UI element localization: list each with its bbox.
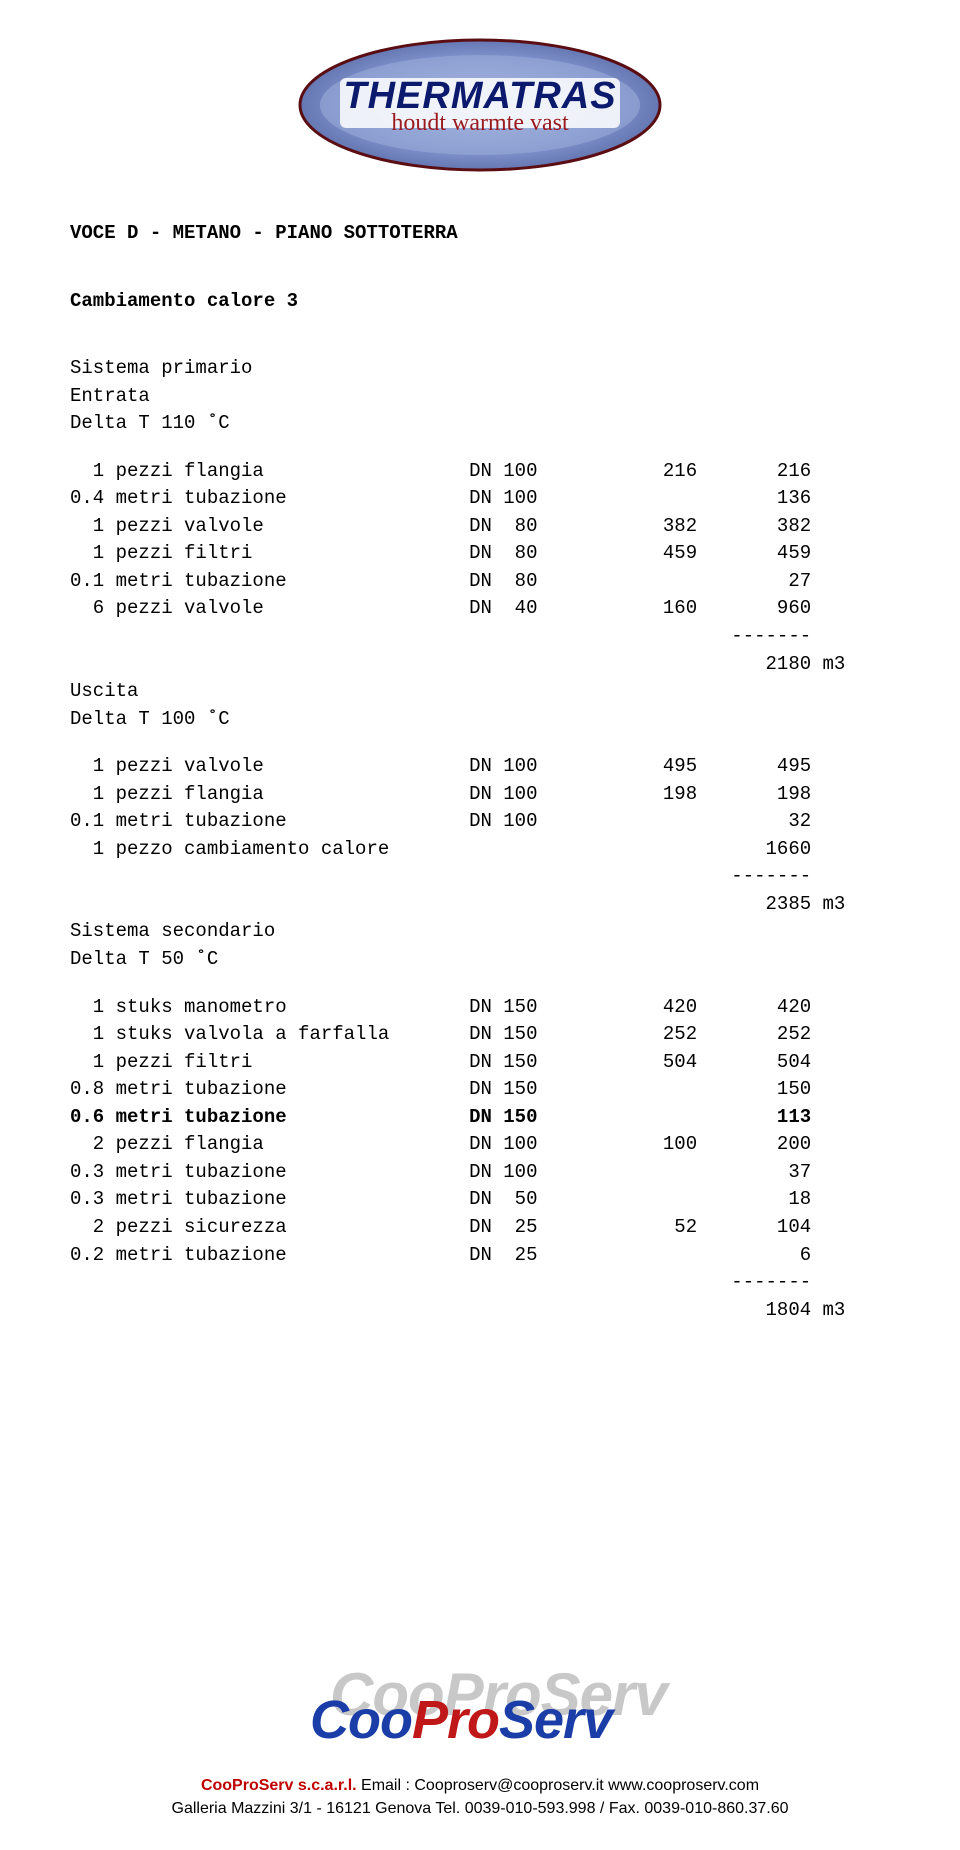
- footer-contacts: Email : Cooproserv@cooproserv.it www.coo…: [361, 1777, 759, 1794]
- document-body: VOCE D - METANO - PIANO SOTTOTERRACambia…: [0, 190, 960, 1324]
- footer: CooProServ s.c.a.r.l. Email : Cooproserv…: [0, 1775, 960, 1820]
- brand-tagline: houdt warmte vast: [391, 110, 569, 136]
- svg-text:CooProServ: CooProServ: [310, 1690, 616, 1750]
- footer-address: Galleria Mazzini 3/1 - 16121 Genova Tel.…: [0, 1798, 960, 1820]
- cooproserv-logo: CooProServ CooProServ: [280, 1660, 680, 1760]
- footer-company: CooProServ s.c.a.r.l.: [201, 1777, 357, 1794]
- thermatras-logo: THERMATRAS houdt warmte vast: [290, 30, 670, 180]
